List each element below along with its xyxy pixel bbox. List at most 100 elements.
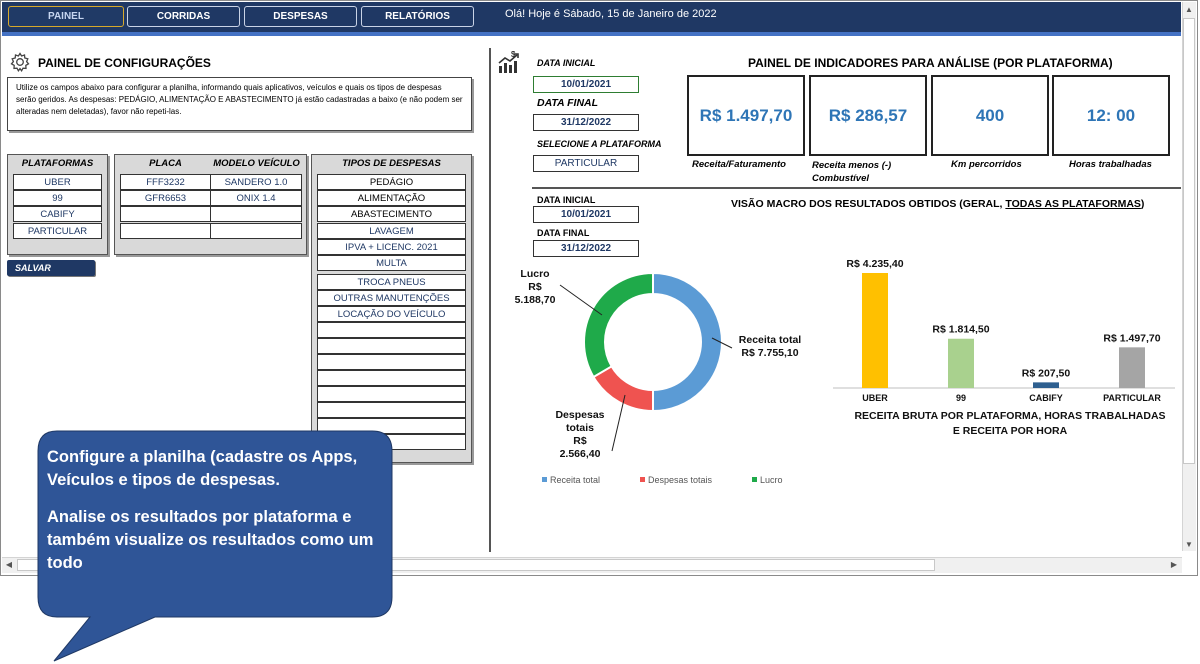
plate-header: PLACA <box>149 158 182 169</box>
kpi-km: 400 <box>931 75 1049 156</box>
scroll-left-icon[interactable]: ◀ <box>5 560 13 569</box>
expense-cell[interactable]: ALIMENTAÇÃO <box>317 190 466 206</box>
save-button[interactable]: SALVAR <box>7 260 95 276</box>
tab-relatorios[interactable]: RELATÓRIOS <box>361 6 474 27</box>
platform-cell[interactable]: CABIFY <box>13 206 102 222</box>
platforms-header: PLATAFORMAS <box>21 158 94 169</box>
donut-slice-receita-total <box>652 271 723 413</box>
bar-99 <box>948 338 974 388</box>
bar-value-label: R$ 207,50 <box>1022 367 1071 379</box>
kpi-caption: Horas trabalhadas <box>1069 159 1152 170</box>
legend-label-lucro: Lucro <box>760 475 783 485</box>
scroll-up-icon[interactable]: ▲ <box>1185 5 1193 14</box>
model-header: MODELO VEÍCULO <box>213 158 300 169</box>
expense-cell[interactable]: IPVA + LICENC. 2021 <box>317 239 466 255</box>
expense-cell[interactable]: PEDÁGIO <box>317 174 466 190</box>
tab-painel[interactable]: PAINEL <box>8 6 124 27</box>
kpi-hours: 12: 00 <box>1052 75 1170 156</box>
plate-cell-empty[interactable] <box>120 223 211 239</box>
indicators-title: PAINEL DE INDICADORES PARA ANÁLISE (POR … <box>748 56 1113 70</box>
donut-label-despesas-totais: R$ <box>573 435 587 447</box>
vertical-scroll-thumb[interactable] <box>1183 18 1195 464</box>
kpi-revenue: R$ 1.497,70 <box>687 75 805 156</box>
callout-line-2: Analise os resultados por plataforma e t… <box>47 508 374 572</box>
bar-chart-title: RECEITA BRUTA POR PLATAFORMA, HORAS TRAB… <box>854 410 1165 422</box>
platform-select-label: SELECIONE A PLATAFORMA <box>537 139 662 149</box>
model-cell-empty[interactable] <box>210 223 302 239</box>
gear-icon <box>9 51 31 73</box>
legend-label-despesas-totais: Despesas totais <box>648 475 713 485</box>
expense-cell-empty[interactable] <box>317 386 466 402</box>
bar-cabify <box>1033 382 1059 388</box>
plate-cell[interactable]: FFF3232 <box>120 174 211 190</box>
model-cell[interactable]: ONIX 1.4 <box>210 190 302 206</box>
donut-label-lucro: Lucro <box>520 268 549 280</box>
bar-particular <box>1119 347 1145 388</box>
kpi-caption: Receita/Faturamento <box>692 159 786 170</box>
donut-slice-lucro <box>583 271 654 379</box>
config-info-text: Utilize os campos abaixo para configurar… <box>7 77 472 131</box>
scroll-down-icon[interactable]: ▼ <box>1185 540 1193 549</box>
expense-cell-empty[interactable] <box>317 402 466 418</box>
config-title: PAINEL DE CONFIGURAÇÕES <box>38 56 211 70</box>
donut-label-lucro: R$ <box>528 281 542 293</box>
legend-swatch-lucro <box>752 477 757 482</box>
kpi-caption: Receita menos (-) Combustível <box>812 160 892 184</box>
scroll-right-icon[interactable]: ▶ <box>1170 560 1178 569</box>
expense-cell-empty[interactable] <box>317 354 466 370</box>
svg-text:$: $ <box>511 50 516 59</box>
expense-cell-empty[interactable] <box>317 418 466 434</box>
donut-label-receita-total: Receita total <box>739 334 802 346</box>
expense-cell[interactable]: TROCA PNEUS <box>317 274 466 290</box>
expense-cell[interactable]: OUTRAS MANUTENÇÕES <box>317 290 466 306</box>
donut-leader-line <box>559 284 603 316</box>
macro-end-date[interactable]: 31/12/2022 <box>533 240 639 257</box>
legend-swatch-receita-total <box>542 477 547 482</box>
macro-start-date[interactable]: 10/01/2021 <box>533 206 639 223</box>
expense-cell[interactable]: MULTA <box>317 255 466 271</box>
expense-cell-empty[interactable] <box>317 338 466 354</box>
plate-cell-empty[interactable] <box>120 206 211 222</box>
callout-text: Configure a planilha (cadastre os Apps, … <box>47 446 397 575</box>
kpi-caption: Km percorridos <box>951 159 1022 170</box>
donut-label-despesas-totais: Despesas <box>555 409 604 421</box>
donut-leader-line <box>711 337 733 349</box>
bar-category-label: UBER <box>862 393 888 403</box>
platform-cell[interactable]: PARTICULAR <box>13 223 102 239</box>
donut-label-lucro: 5.188,70 <box>515 294 556 306</box>
model-cell-empty[interactable] <box>210 206 302 222</box>
platform-cell[interactable]: UBER <box>13 174 102 190</box>
plate-cell[interactable]: GFR6653 <box>120 190 211 206</box>
macro-title: VISÃO MACRO DOS RESULTADOS OBTIDOS (GERA… <box>731 198 1145 210</box>
expense-cell[interactable]: LOCAÇÃO DO VEÍCULO <box>317 306 466 322</box>
donut-label-receita-total: R$ 7.755,10 <box>741 347 798 359</box>
legend-label-receita-total: Receita total <box>550 475 600 485</box>
bar-value-label: R$ 1.497,70 <box>1103 332 1160 344</box>
filter-start-date[interactable]: 10/01/2021 <box>533 76 639 93</box>
bar-category-label: 99 <box>956 393 966 403</box>
filter-start-label: DATA INICIAL <box>537 58 596 68</box>
platform-select[interactable]: PARTICULAR <box>533 155 639 172</box>
section-divider-vertical <box>489 48 491 552</box>
expense-cell[interactable]: ABASTECIMENTO <box>317 206 466 222</box>
filter-end-date[interactable]: 31/12/2022 <box>533 114 639 131</box>
expense-cell-empty[interactable] <box>317 370 466 386</box>
bar-chart-title: E RECEITA POR HORA <box>953 425 1068 437</box>
model-cell[interactable]: SANDERO 1.0 <box>210 174 302 190</box>
expense-cell[interactable]: LAVAGEM <box>317 223 466 239</box>
bar-category-label: CABIFY <box>1029 393 1063 403</box>
tab-corridas[interactable]: CORRIDAS <box>127 6 240 27</box>
donut-label-despesas-totais: totais <box>566 422 594 434</box>
filter-end-label: DATA FINAL <box>537 97 599 109</box>
bar-chart: R$ 4.235,40 UBER R$ 1.814,50 99 R$ 207,50 CAB… <box>833 258 1175 437</box>
callout-bubble <box>37 430 393 662</box>
bar-value-label: R$ 4.235,40 <box>846 258 903 270</box>
expense-cell-empty[interactable] <box>317 322 466 338</box>
donut-label-despesas-totais: 2.566,40 <box>560 448 601 460</box>
platform-cell[interactable]: 99 <box>13 190 102 206</box>
bar-uber <box>862 273 888 388</box>
macro-start-label: DATA INICIAL <box>537 195 596 205</box>
tab-despesas[interactable]: DESPESAS <box>244 6 357 27</box>
chart-money-icon: $ <box>498 50 524 74</box>
